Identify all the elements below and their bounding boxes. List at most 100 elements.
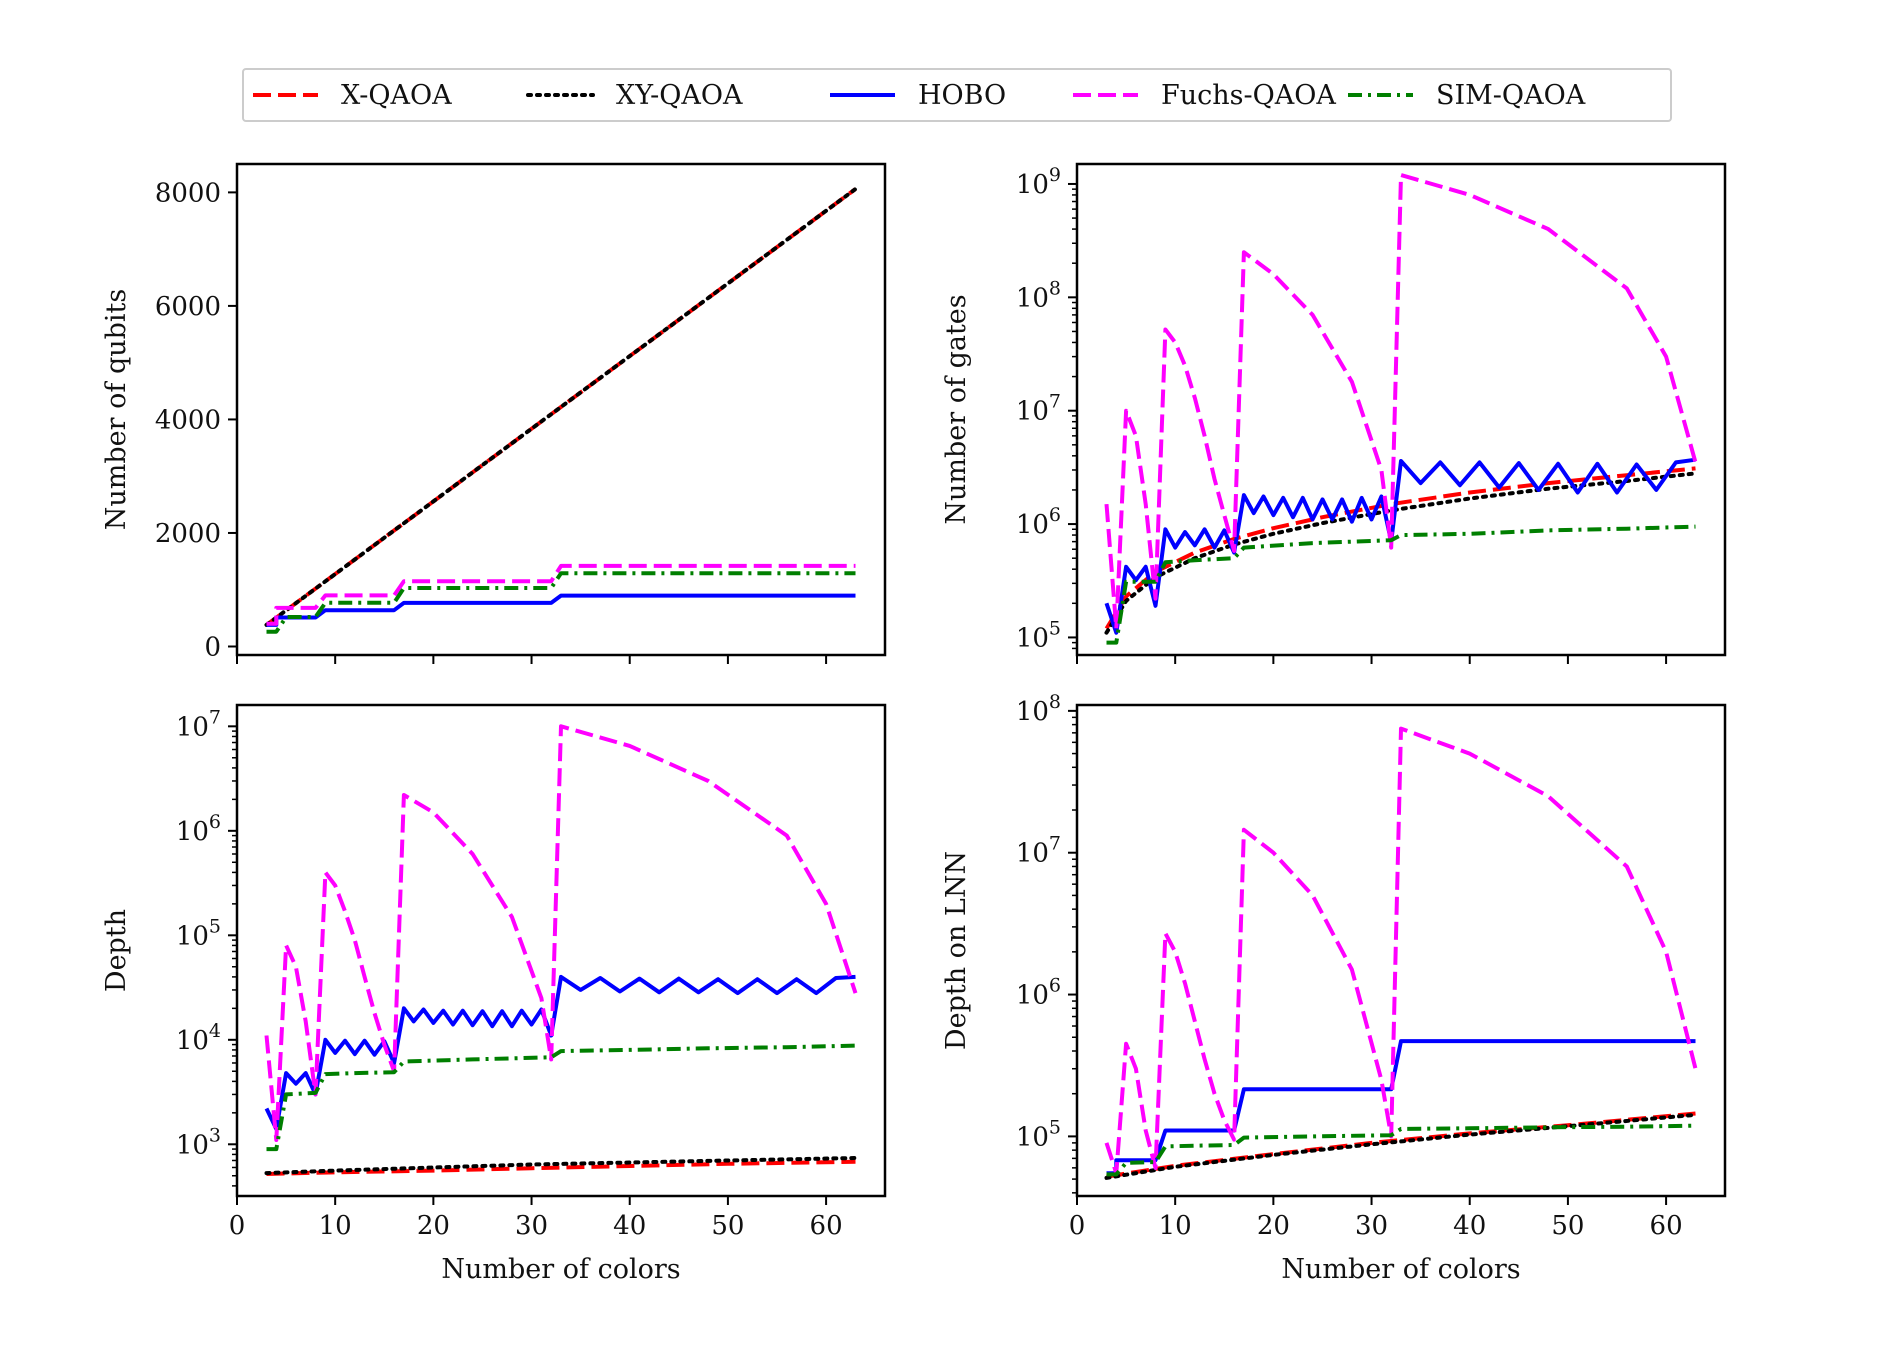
y-tick-exponent: 3 [209, 1124, 221, 1146]
series-line-hobo [1104, 457, 1696, 635]
y-tick-exponent: 8 [1049, 277, 1061, 299]
x-tick-label: 40 [613, 1211, 646, 1241]
x-tick-label: 20 [417, 1211, 450, 1241]
series-line-hobo [266, 593, 856, 627]
y-axis-label: Number of gates [941, 294, 972, 524]
y-tick-label: 108 [1016, 277, 1061, 313]
y-tick-label: 104 [176, 1020, 221, 1056]
y-tick-label: 107 [1016, 391, 1061, 427]
y-tick-base: 10 [1016, 170, 1049, 200]
y-tick-exponent: 9 [1049, 164, 1061, 186]
y-tick-exponent: 7 [1049, 833, 1061, 855]
legend-label-x-qaoa: X-QAOA [341, 80, 452, 111]
series-line-hobo [1106, 1039, 1696, 1176]
legend-label-xy-qaoa: XY-QAOA [616, 80, 743, 111]
y-tick-base: 10 [1016, 397, 1049, 427]
x-tick-label: 30 [1355, 1211, 1388, 1241]
legend-frame [242, 68, 1672, 122]
y-tick-exponent: 5 [209, 915, 221, 937]
x-axis-label: Number of colors [441, 1254, 680, 1285]
y-tick-label: 107 [1016, 833, 1061, 869]
y-tick-label: 107 [176, 706, 221, 742]
series-line-sim-qaoa [1106, 524, 1696, 645]
y-axis-label: Depth [101, 909, 132, 992]
y-tick-exponent: 5 [1049, 1116, 1061, 1138]
depth-panel: 0 10 20 30 40 50 60103104105106107DepthNumber … [101, 703, 887, 1285]
y-tick-exponent: 6 [209, 811, 221, 833]
series-line-fuchs-qaoa [266, 563, 856, 626]
y-tick-exponent: 7 [209, 706, 221, 728]
series-line-xy-qaoa [264, 187, 858, 627]
legend-label-hobo: HOBO [918, 80, 1006, 111]
x-tick-label: 0 [1069, 1211, 1086, 1241]
legend-label-sim-qaoa: SIM-QAOA [1436, 80, 1586, 111]
y-tick-label: 103 [176, 1124, 221, 1160]
plot-frame [235, 162, 887, 657]
y-tick-base: 10 [176, 1130, 209, 1160]
plot-frame [1075, 162, 1727, 657]
y-tick-exponent: 4 [209, 1020, 221, 1042]
series-group [1104, 726, 1698, 1180]
y-tick-label: 8000 [155, 178, 221, 208]
y-tick-base: 10 [176, 817, 209, 847]
series-group [1104, 173, 1698, 645]
series-line-fuchs-qaoa [264, 724, 858, 1142]
y-tick-exponent: 5 [1049, 617, 1061, 639]
y-tick-base: 10 [1016, 981, 1049, 1011]
y-tick-base: 10 [1016, 839, 1049, 869]
series-line-x-qaoa [1106, 1111, 1696, 1179]
series-group [264, 724, 858, 1176]
series-line-sim-qaoa [1106, 1123, 1696, 1177]
x-tick-label: 60 [1650, 1211, 1683, 1241]
y-tick-label: 4000 [155, 405, 221, 435]
legend: X-QAOA XY-QAOA HOBO Fuchs-QAOA SIM-QAOA [242, 68, 1672, 122]
y-tick-base: 10 [1016, 283, 1049, 313]
y-axis-label: Number of qubits [101, 289, 132, 531]
qubits-panel: 0 2000 4000 6000 8000 Number of qubits [101, 162, 887, 664]
y-tick-label: 105 [176, 915, 221, 951]
y-tick-label: 106 [176, 811, 221, 847]
y-tick-label: 6000 [155, 292, 221, 322]
y-tick-base: 10 [1016, 510, 1049, 540]
plot-frame [235, 703, 887, 1198]
series-line-fuchs-qaoa [1104, 726, 1698, 1176]
y-tick-label: 105 [1016, 617, 1061, 653]
series-line-xy-qaoa [1104, 471, 1698, 635]
legend-label-fuchs-qaoa: Fuchs-QAOA [1161, 80, 1336, 111]
y-tick-base: 10 [176, 712, 209, 742]
x-tick-label: 40 [1453, 1211, 1486, 1241]
series-line-xy-qaoa [1104, 1112, 1698, 1180]
y-tick-label: 106 [1016, 504, 1061, 540]
series-line-xy-qaoa [264, 1156, 858, 1176]
x-tick-label: 0 [229, 1211, 246, 1241]
y-tick-exponent: 7 [1049, 391, 1061, 413]
y-tick-exponent: 8 [1049, 691, 1061, 713]
y-tick-base: 10 [176, 921, 209, 951]
series-line-sim-qaoa [266, 571, 856, 634]
y-tick-label: 109 [1016, 164, 1061, 200]
series-group [264, 187, 858, 634]
y-axis-label: Depth on LNN [941, 851, 972, 1050]
y-tick-base: 10 [1016, 697, 1049, 727]
y-tick-label: 0 [204, 632, 221, 662]
y-tick-label: 2000 [155, 519, 221, 549]
y-tick-base: 10 [1016, 623, 1049, 653]
series-line-sim-qaoa [266, 1043, 856, 1152]
x-tick-label: 20 [1257, 1211, 1290, 1241]
y-tick-label: 108 [1016, 691, 1061, 727]
y-tick-base: 10 [176, 1026, 209, 1056]
y-tick-label: 106 [1016, 975, 1061, 1011]
y-tick-exponent: 6 [1049, 975, 1061, 997]
y-tick-exponent: 6 [1049, 504, 1061, 526]
series-line-fuchs-qaoa [1104, 173, 1698, 631]
y-tick-base: 10 [1016, 1122, 1049, 1152]
x-tick-label: 30 [515, 1211, 548, 1241]
y-tick-label: 105 [1016, 1116, 1061, 1152]
x-tick-label: 60 [810, 1211, 843, 1241]
x-tick-label: 10 [319, 1211, 352, 1241]
series-line-x-qaoa [266, 1159, 856, 1176]
series-line-x-qaoa [1104, 466, 1696, 630]
